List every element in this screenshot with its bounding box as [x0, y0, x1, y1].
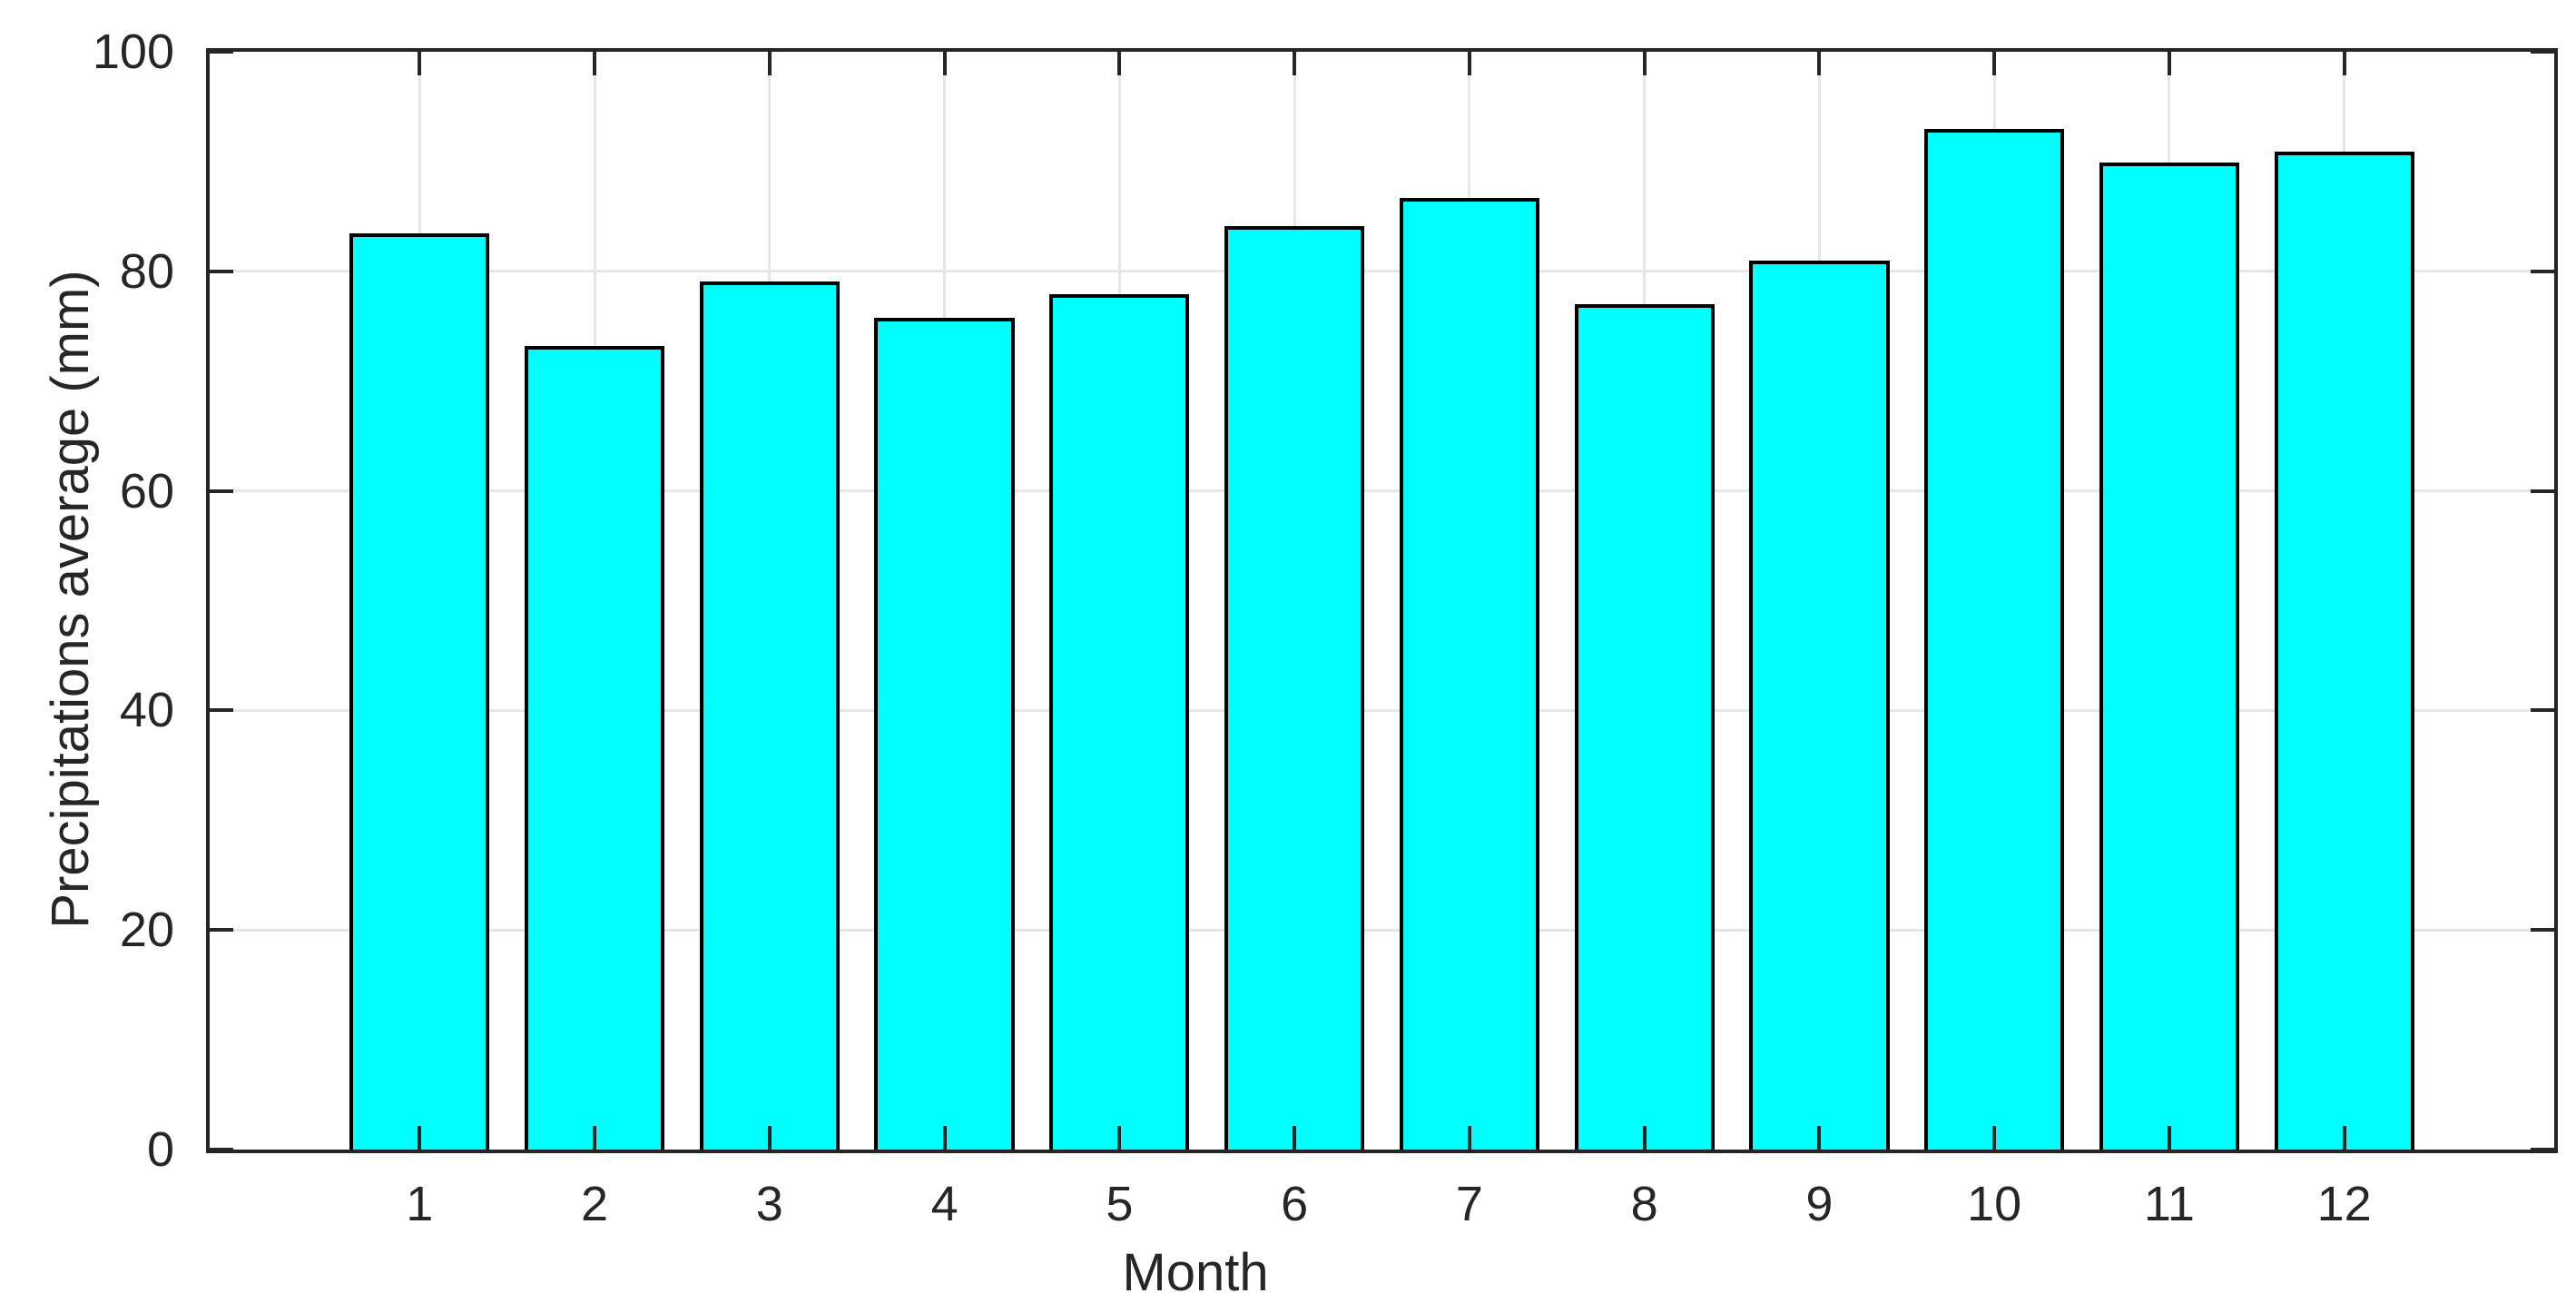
horizontal-gridline — [210, 928, 2554, 932]
x-tick-mark — [1817, 52, 1822, 75]
bar-month-6 — [1224, 226, 1365, 1150]
bar-month-12 — [2274, 152, 2414, 1150]
y-tick-mark — [2531, 928, 2554, 933]
x-tick-label: 5 — [1106, 1177, 1134, 1231]
x-axis-label: Month — [0, 1246, 2576, 1300]
y-tick-label: 80 — [119, 243, 174, 299]
x-tick-label: 2 — [581, 1177, 609, 1231]
x-tick-label: 11 — [2143, 1177, 2195, 1231]
y-tick-label: 60 — [119, 463, 174, 518]
horizontal-gridline — [210, 270, 2554, 273]
x-tick-mark — [1817, 1126, 1822, 1150]
x-tick-label: 4 — [930, 1177, 959, 1231]
bar-month-9 — [1749, 260, 1890, 1150]
y-axis-label: Precipitations average (mm) — [41, 270, 100, 929]
x-tick-mark — [418, 52, 422, 75]
y-tick-mark — [210, 50, 233, 54]
x-tick-mark — [593, 1126, 597, 1150]
y-tick-mark — [2531, 708, 2554, 713]
x-tick-mark — [1467, 1126, 1471, 1150]
x-tick-mark — [1642, 52, 1647, 75]
bar-month-10 — [1924, 128, 2065, 1150]
x-axis-label-text: Month — [1122, 1243, 1269, 1302]
bar-month-1 — [349, 232, 490, 1150]
y-tick-mark — [210, 1148, 233, 1151]
x-tick-mark — [767, 52, 772, 75]
x-tick-mark — [942, 1126, 947, 1150]
y-tick-mark — [210, 269, 233, 273]
bar-month-11 — [2099, 163, 2240, 1150]
x-tick-mark — [767, 1126, 772, 1150]
x-tick-mark — [2167, 52, 2171, 75]
x-tick-mark — [1467, 52, 1471, 75]
y-tick-mark — [210, 489, 233, 493]
x-tick-label: 3 — [755, 1177, 783, 1231]
y-tick-label: 20 — [119, 903, 174, 958]
plot-area — [206, 48, 2558, 1153]
x-tick-mark — [2167, 1126, 2171, 1150]
y-tick-mark — [2531, 50, 2554, 54]
x-tick-mark — [1642, 1126, 1647, 1150]
x-tick-label: 10 — [1967, 1177, 2022, 1231]
x-tick-mark — [593, 52, 597, 75]
x-tick-mark — [1992, 1126, 1997, 1150]
x-tick-mark — [1992, 52, 1997, 75]
x-tick-mark — [2342, 52, 2346, 75]
bar-month-2 — [524, 346, 665, 1150]
y-tick-label: 100 — [92, 25, 174, 79]
y-tick-label: 0 — [146, 1122, 174, 1177]
horizontal-gridline — [210, 708, 2554, 712]
y-tick-mark — [2531, 489, 2554, 493]
x-tick-label: 1 — [406, 1177, 434, 1231]
y-tick-label: 40 — [119, 683, 174, 738]
x-tick-mark — [942, 52, 947, 75]
x-tick-mark — [418, 1126, 422, 1150]
x-tick-mark — [2342, 1126, 2346, 1150]
x-tick-label: 12 — [2316, 1177, 2372, 1231]
bar-month-5 — [1049, 294, 1190, 1150]
y-tick-mark — [210, 928, 233, 933]
y-tick-mark — [2531, 1148, 2554, 1151]
horizontal-gridline — [210, 489, 2554, 493]
x-tick-mark — [1117, 1126, 1122, 1150]
bar-month-7 — [1399, 197, 1539, 1150]
x-tick-mark — [1293, 52, 1297, 75]
x-tick-label: 7 — [1455, 1177, 1483, 1231]
x-tick-mark — [1117, 52, 1122, 75]
bar-month-3 — [699, 281, 840, 1150]
bar-month-4 — [874, 317, 1015, 1150]
y-tick-mark — [2531, 269, 2554, 273]
bar-month-8 — [1574, 304, 1715, 1150]
x-tick-mark — [1293, 1126, 1297, 1150]
y-tick-mark — [210, 708, 233, 713]
x-tick-label: 6 — [1281, 1177, 1309, 1231]
x-tick-label: 9 — [1805, 1177, 1834, 1231]
x-tick-label: 8 — [1630, 1177, 1658, 1231]
